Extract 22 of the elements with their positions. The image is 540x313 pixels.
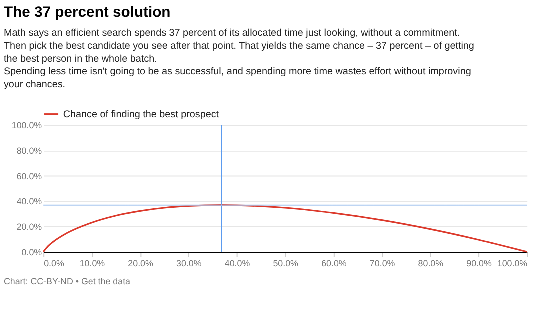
y-tick-label: 60.0% (16, 171, 42, 182)
chart-subtitle: Math says an efficient search spends 37 percent of its allocated time just looking, without a commitment. Then pick the best candidate you see after that point. That yields the same chance – 37 percent – of getting the best person in the whole batch. Spending less time isn't going to be as successful, and spending more time wastes effort without improving your chances. (4, 28, 474, 91)
y-tick-label: 80.0% (16, 146, 42, 156)
x-tick-label: 70.0% (370, 258, 396, 268)
x-tick-label: 40.0% (224, 258, 250, 268)
x-tick-label: 0.0% (44, 258, 64, 268)
y-tick-label: 100.0% (12, 120, 42, 131)
line-series (42, 204, 528, 253)
x-tick-label: 80.0% (418, 258, 444, 268)
y-tick-label: 0.0% (22, 247, 42, 258)
x-tick-label: 100.0% (497, 258, 528, 268)
y-tick-label: 40.0% (16, 196, 42, 207)
x-tick-label: 20.0% (128, 258, 154, 268)
x-tick-label: 60.0% (322, 258, 347, 268)
x-tick-label: 10.0% (80, 258, 106, 268)
x-tick-label: 90.0% (466, 258, 492, 268)
legend-label: Chance of finding the best prospect (63, 109, 220, 120)
text: Chart: CC-BY-ND • Get the data (4, 276, 131, 287)
y-tick-label: 20.0% (16, 222, 42, 232)
x-tick-label: 50.0% (273, 258, 299, 268)
chart-title: The 37 percent solution (4, 5, 171, 22)
x-tick-label: 30.0% (176, 258, 202, 268)
